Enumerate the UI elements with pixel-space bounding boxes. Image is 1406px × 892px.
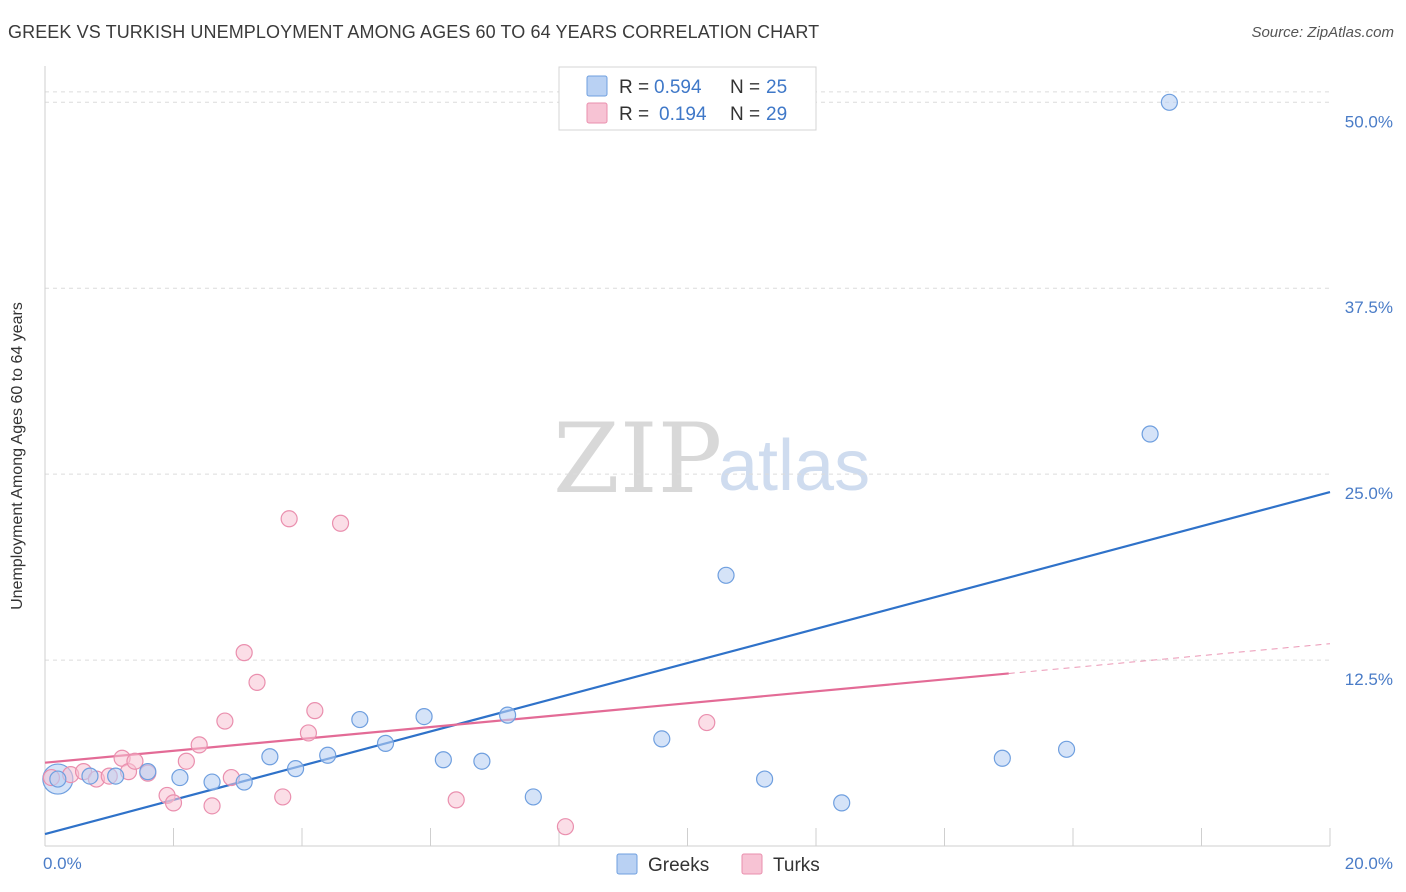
tick-labels: 12.5% 25.0% 37.5% 50.0% 0.0% 20.0% — [43, 112, 1393, 873]
point-turks-12 — [190, 736, 208, 754]
y-tick-label-1: 25.0% — [1345, 484, 1393, 503]
point-turks-17 — [248, 673, 266, 691]
stats-legend: R = 0.594 N = 25 R = 0.194 N = 29 — [558, 66, 817, 131]
legend-turks-swatch — [586, 102, 608, 124]
point-greeks-14 — [473, 752, 491, 770]
point-turks-16 — [235, 644, 253, 662]
point-turks-11 — [177, 752, 195, 770]
watermark-atlas: atlas — [718, 426, 870, 506]
point-greeks-6 — [235, 773, 253, 791]
point-greeks-7 — [261, 748, 279, 766]
bottom-legend-greeks-label: Greeks — [648, 855, 709, 876]
point-greeks-12 — [415, 707, 433, 726]
point-greeks-10 — [351, 710, 369, 729]
y-tick-label-2: 37.5% — [1345, 298, 1393, 317]
point-turks-21 — [306, 702, 324, 720]
point-greeks-21 — [993, 749, 1011, 767]
trend-line-turks — [44, 672, 1009, 764]
point-turks-25 — [698, 713, 716, 732]
point-greeks-9 — [319, 746, 337, 764]
point-turks-19 — [280, 510, 298, 528]
point-greeks-24 — [1160, 93, 1178, 111]
point-greeks-16 — [524, 788, 542, 806]
point-greeks-11 — [376, 734, 395, 752]
legend-greeks-swatch — [586, 75, 608, 97]
point-greeks-4 — [171, 768, 189, 787]
point-greeks-5 — [203, 773, 221, 791]
y-tick-label-3: 50.0% — [1345, 112, 1393, 131]
legend-greeks-n-value: 25 — [766, 77, 787, 98]
point-greeks-15 — [499, 706, 517, 724]
point-greeks-3 — [139, 763, 157, 781]
legend-greeks-r-label: R = — [619, 77, 649, 98]
point-turks-22 — [331, 514, 350, 532]
bottom-legend-greeks-swatch — [616, 853, 638, 875]
legend-turks-r-label: R = — [619, 104, 649, 125]
y-tick-label-0: 12.5% — [1345, 670, 1393, 689]
x-tick-label-1: 20.0% — [1345, 854, 1393, 873]
point-greeks-19 — [755, 770, 774, 788]
point-turks-14 — [216, 712, 234, 730]
grid — [45, 91, 1330, 661]
point-greeks-18 — [717, 566, 735, 584]
data-points — [42, 93, 1178, 836]
point-turks-13 — [203, 797, 221, 815]
series-legend: Greeks Turks — [616, 853, 820, 876]
watermark-zip: ZIP — [553, 403, 722, 515]
point-turks-18 — [274, 788, 292, 806]
point-greeks-1 — [81, 767, 99, 785]
point-greeks-17 — [653, 730, 671, 748]
legend-turks-n-value: 29 — [766, 104, 787, 125]
source-label: Source: ZipAtlas.com — [1251, 24, 1394, 41]
point-greeks-13 — [434, 751, 452, 769]
point-greeks-23 — [1141, 425, 1159, 443]
trend-line-greeks — [44, 490, 1331, 836]
point-greeks-8 — [286, 760, 305, 778]
legend-greeks-n-label: N = — [730, 77, 760, 98]
legend-turks-r-value: 0.194 — [659, 104, 707, 125]
point-turks-24 — [556, 818, 575, 836]
chart-title: GREEK VS TURKISH UNEMPLOYMENT AMONG AGES… — [8, 22, 820, 42]
legend-greeks-r-value: 0.594 — [654, 77, 702, 98]
trend-line-turks-extension — [1008, 643, 1331, 674]
axes — [44, 66, 1331, 847]
point-turks-7 — [126, 752, 144, 770]
point-greeks-20 — [833, 794, 851, 812]
point-greeks-2 — [107, 767, 125, 785]
legend-turks-n-label: N = — [730, 104, 760, 125]
point-greeks-22 — [1057, 740, 1076, 758]
bottom-legend-turks-swatch — [741, 853, 763, 875]
point-greeks-0 — [49, 770, 67, 788]
bottom-legend-turks-label: Turks — [773, 855, 820, 876]
point-turks-10 — [164, 794, 183, 812]
x-tick-label-0: 0.0% — [43, 854, 82, 873]
point-turks-20 — [299, 724, 318, 742]
point-turks-23 — [447, 791, 465, 809]
watermark: ZIP atlas — [553, 403, 870, 515]
